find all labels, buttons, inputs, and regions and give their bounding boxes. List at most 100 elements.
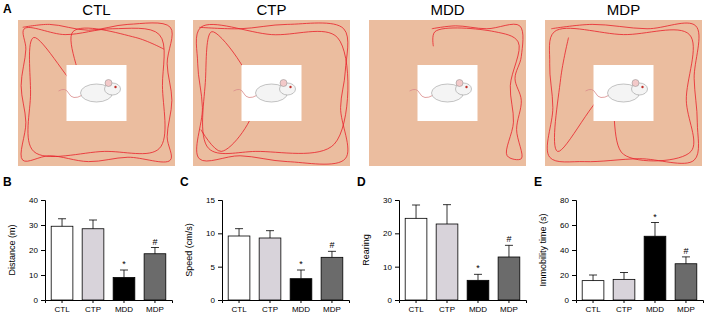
tick-mark: [447, 300, 448, 303]
panel-title: CTL: [82, 1, 110, 18]
bar: [144, 254, 166, 300]
error-bar: [620, 273, 628, 280]
center-zone: [242, 65, 302, 121]
tick: 0: [34, 296, 45, 305]
tick-mark: [572, 200, 576, 201]
axis-line: [46, 301, 173, 304]
tick-label: CTP: [616, 305, 632, 314]
track: [196, 23, 348, 164]
tick-label: CTP: [85, 305, 101, 314]
error-bar: [412, 205, 420, 218]
tick-label: 10: [383, 263, 392, 272]
tick-label: MDP: [146, 305, 164, 314]
tick: CTP: [85, 300, 101, 314]
y-axis: 020406080: [560, 196, 576, 305]
tick-label: MDP: [323, 305, 341, 314]
tick-mark: [572, 300, 576, 301]
panel-label: B: [3, 175, 12, 189]
tick-mark: [572, 225, 576, 226]
tick: 0: [211, 296, 222, 305]
tick-mark: [62, 300, 63, 303]
plot-area: [228, 229, 343, 300]
tick-mark: [218, 267, 222, 268]
tick-mark: [624, 300, 625, 303]
figure: ACTLCTPMDDMDPBDistance (m)010203040CTLCT…: [0, 0, 708, 328]
tick: 10: [383, 263, 399, 272]
axis-title: Distance (m): [7, 224, 17, 275]
panel-title: MDP: [607, 1, 640, 18]
tick: MDP: [500, 300, 518, 314]
bar: [51, 226, 73, 300]
tick-mark: [300, 300, 301, 303]
error-stem: [416, 205, 417, 218]
mouse-tail: [586, 89, 610, 97]
tick: MDD: [646, 300, 664, 314]
error-stem: [654, 223, 655, 237]
error-bar: [120, 270, 128, 278]
tick-label: 0: [34, 296, 39, 305]
tick-label: 20: [29, 246, 38, 255]
tick-mark: [270, 300, 271, 303]
tick-label: MDD: [646, 305, 664, 314]
tick-label: 30: [29, 221, 38, 230]
mouse-tail: [59, 89, 83, 97]
panel-label: C: [180, 175, 189, 189]
error-stem: [685, 257, 686, 264]
error-cap: [297, 270, 305, 271]
significance: *: [476, 263, 480, 273]
error-stem: [331, 251, 332, 257]
tick-mark: [572, 275, 576, 276]
track: [547, 23, 699, 163]
tick: 40: [29, 196, 45, 205]
tick: 20: [29, 246, 45, 255]
error-bar: [266, 231, 274, 238]
tick-label: MDD: [469, 305, 487, 314]
y-axis: 051015: [206, 196, 222, 305]
tick: 80: [560, 196, 576, 205]
error-stem: [477, 274, 478, 280]
error-cap: [443, 204, 451, 205]
error-bar: [89, 220, 97, 229]
bar-chart: DRearing0102030CTLCTPMDDMDP*#: [357, 175, 527, 314]
significance: *: [122, 259, 126, 269]
significance: *: [653, 212, 657, 222]
error-bar: [297, 270, 305, 279]
tick: 30: [383, 196, 399, 205]
tick-label: 10: [206, 229, 215, 238]
tick-mark: [572, 250, 576, 251]
track-panel: CTP: [193, 1, 350, 166]
error-cap: [589, 275, 597, 276]
tick: 0: [565, 296, 576, 305]
bar: [613, 279, 635, 300]
tick: 20: [560, 271, 576, 280]
panel-label: E: [534, 175, 542, 189]
axis-title: Speed (cm/s): [184, 223, 194, 277]
tick-mark: [239, 300, 240, 303]
mouse-ear: [105, 80, 112, 87]
tick: MDD: [115, 300, 133, 314]
significance: #: [683, 246, 688, 256]
x-axis: CTLCTPMDDMDP: [223, 300, 350, 314]
tick: CTL: [54, 300, 70, 314]
tick-mark: [395, 233, 399, 234]
tick-label: CTL: [231, 305, 247, 314]
tick-mark: [41, 275, 45, 276]
error-bar: [589, 275, 597, 281]
tick-mark: [416, 300, 417, 303]
tick-label: CTP: [262, 305, 278, 314]
error-bar: [328, 251, 336, 257]
tick-label: CTP: [439, 305, 455, 314]
plot-area: [51, 219, 166, 300]
error-stem: [123, 270, 124, 278]
tick-label: 20: [383, 229, 392, 238]
tick: CTP: [439, 300, 455, 314]
error-stem: [154, 248, 155, 254]
arena: [369, 20, 526, 166]
tick-label: 20: [560, 271, 569, 280]
error-stem: [508, 245, 509, 257]
axis-line: [218, 201, 223, 301]
tick-label: MDP: [677, 305, 695, 314]
y-axis: 010203040: [29, 196, 45, 305]
tick-mark: [154, 300, 155, 303]
error-cap: [235, 228, 243, 229]
